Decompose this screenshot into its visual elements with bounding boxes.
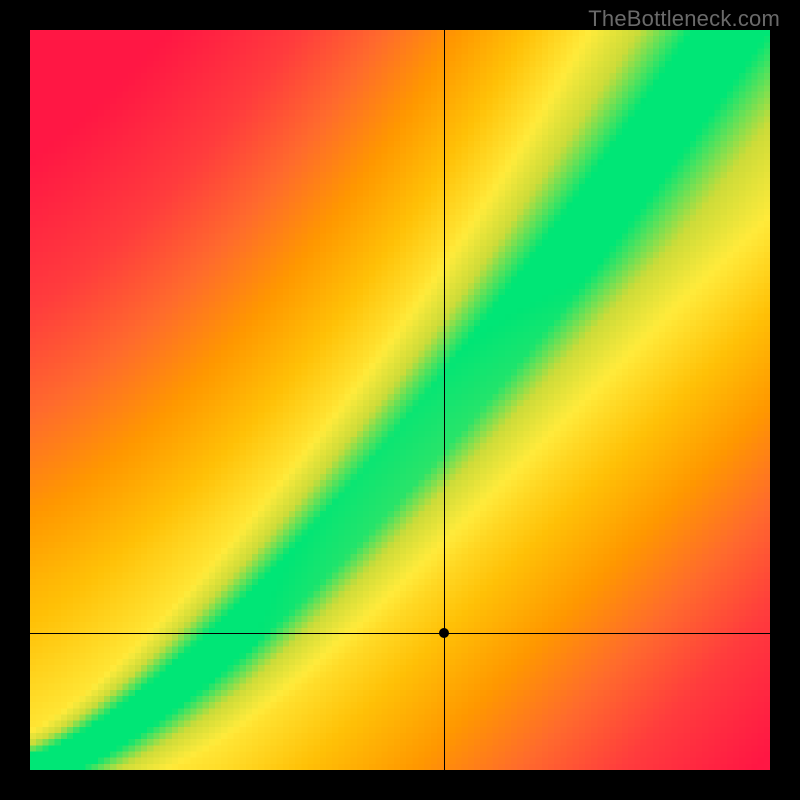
bottleneck-heatmap	[30, 30, 770, 770]
chart-container: TheBottleneck.com	[0, 0, 800, 800]
crosshair-marker	[439, 628, 449, 638]
watermark-text: TheBottleneck.com	[588, 6, 780, 32]
crosshair-vertical	[444, 30, 445, 770]
crosshair-horizontal	[30, 633, 770, 634]
